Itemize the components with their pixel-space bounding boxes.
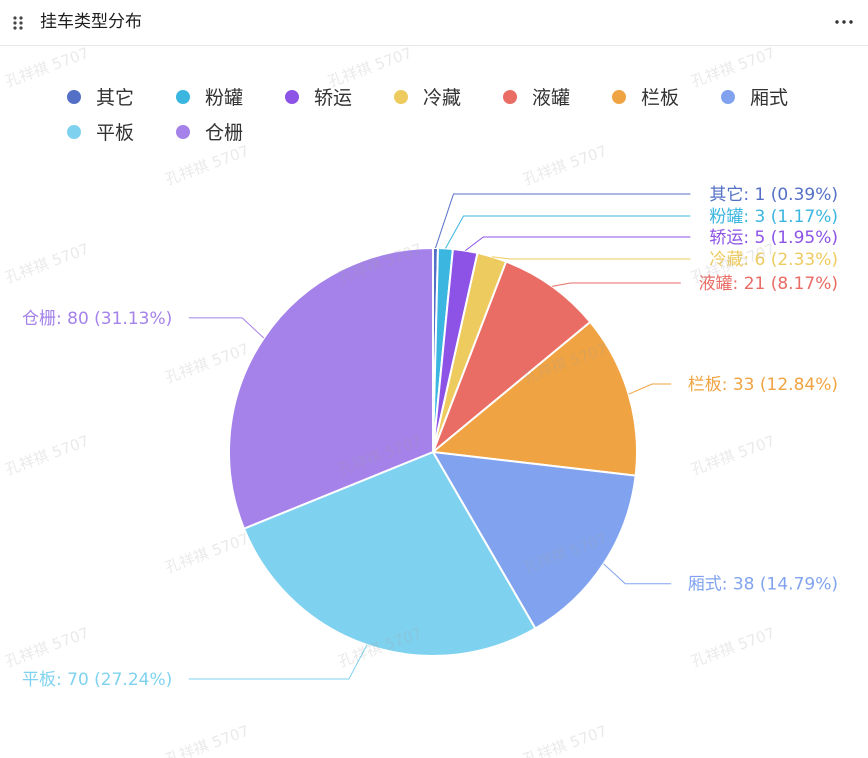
- legend-marker: [67, 125, 81, 139]
- label-leader-line: [552, 282, 681, 287]
- legend-label: 轿运: [314, 87, 352, 109]
- legend-label: 冷藏: [423, 87, 461, 109]
- slice-data-label: 栏板: 33 (12.84%): [688, 375, 838, 395]
- slice-data-label: 粉罐: 3 (1.17%): [709, 207, 838, 227]
- more-options-icon[interactable]: [830, 10, 858, 34]
- legend-item[interactable]: 平板: [67, 122, 134, 144]
- legend-item[interactable]: 液罐: [503, 87, 570, 109]
- slice-data-label: 冷藏: 6 (2.33%): [709, 250, 838, 270]
- legend-marker: [67, 90, 81, 104]
- card-header: 挂车类型分布: [0, 0, 868, 46]
- card-title: 挂车类型分布: [40, 12, 142, 32]
- pie-labels: 其它: 1 (0.39%)粉罐: 3 (1.17%)轿运: 5 (1.95%)冷…: [22, 185, 838, 690]
- label-leader-line: [628, 383, 672, 395]
- label-leader-line: [188, 644, 368, 680]
- label-leader-line: [491, 256, 691, 260]
- pie-slice[interactable]: [432, 451, 637, 630]
- slice-data-label: 液罐: 21 (8.17%): [699, 274, 838, 294]
- legend-label: 其它: [96, 87, 134, 109]
- slice-data-label: 平板: 70 (27.24%): [22, 670, 172, 690]
- pie-slices: [228, 246, 639, 657]
- label-leader-line: [603, 563, 672, 585]
- legend-label: 仓栅: [205, 122, 243, 144]
- label-leader-line: [464, 236, 691, 251]
- legend-label: 厢式: [750, 87, 788, 109]
- legend-item[interactable]: 厢式: [721, 87, 788, 109]
- legend-marker: [612, 90, 626, 104]
- legend-item[interactable]: 粉罐: [176, 87, 243, 109]
- pie-slice[interactable]: [432, 260, 592, 453]
- legend-label: 液罐: [532, 87, 570, 109]
- slice-data-label: 其它: 1 (0.39%): [709, 185, 838, 205]
- drag-handle-icon[interactable]: [12, 12, 26, 34]
- legend-label: 栏板: [641, 87, 679, 109]
- legend-item[interactable]: 仓栅: [176, 122, 243, 144]
- legend-item[interactable]: 轿运: [285, 87, 352, 109]
- label-leader-line: [188, 317, 265, 339]
- legend-marker: [176, 90, 190, 104]
- label-leader-line: [435, 193, 691, 249]
- slice-data-label: 仓栅: 80 (31.13%): [22, 309, 172, 329]
- legend-label: 粉罐: [205, 87, 243, 109]
- legend-item[interactable]: 栏板: [612, 87, 679, 109]
- legend-marker: [394, 90, 408, 104]
- pie-slice[interactable]: [228, 247, 434, 530]
- slice-data-label: 厢式: 38 (14.79%): [688, 575, 838, 595]
- label-leader-line: [445, 215, 691, 249]
- legend-item[interactable]: 冷藏: [394, 87, 461, 109]
- pie-slice[interactable]: [242, 451, 537, 657]
- legend-marker: [721, 90, 735, 104]
- legend-marker: [503, 90, 517, 104]
- legend-item[interactable]: 其它: [67, 87, 134, 109]
- legend-marker: [285, 90, 299, 104]
- legend-label: 平板: [96, 122, 134, 144]
- legend-marker: [176, 125, 190, 139]
- slice-data-label: 轿运: 5 (1.95%): [709, 228, 838, 248]
